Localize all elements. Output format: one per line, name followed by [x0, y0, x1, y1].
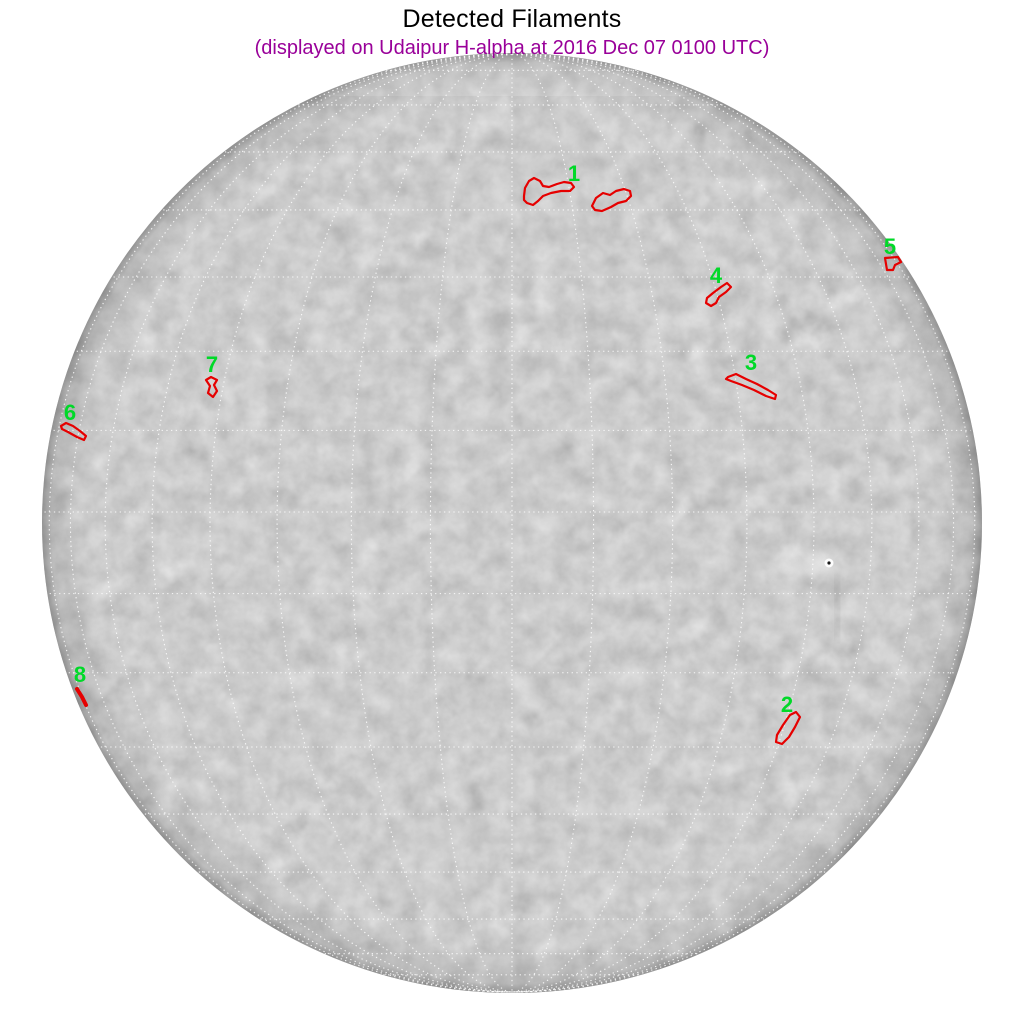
meridian-line [511, 53, 595, 993]
filament-annotations: 1 2 3 4 5 6 7 8 [59, 161, 903, 746]
filament-8: 8 [74, 662, 88, 707]
limb-darkening [42, 53, 982, 993]
filament-6: 6 [59, 400, 88, 442]
filament-contour [704, 281, 733, 308]
filament-label: 5 [884, 234, 896, 259]
filament-contour [59, 421, 88, 442]
filament-contour [774, 710, 802, 746]
page-title: Detected Filaments [402, 5, 622, 33]
filament-2: 2 [774, 692, 802, 746]
meridian-line [151, 53, 513, 993]
meridian-line [511, 53, 976, 993]
filament-7: 7 [204, 352, 219, 399]
filament-contour [883, 255, 903, 272]
filament-label: 4 [710, 263, 723, 288]
meridian-line [69, 53, 513, 993]
filament-contour [724, 372, 778, 401]
filament-4: 4 [704, 263, 733, 308]
filament-label: 3 [745, 350, 757, 375]
meridian-line [276, 53, 513, 993]
filament-label: 8 [74, 662, 86, 687]
meridian-line [511, 53, 955, 993]
filament-3: 3 [724, 350, 778, 401]
heliographic-grid [44, 53, 980, 993]
filament-label: 6 [64, 400, 76, 425]
meridian-line [511, 53, 748, 993]
filament-5: 5 [883, 234, 903, 272]
filament-label: 7 [206, 352, 218, 377]
meridian-line [511, 53, 873, 993]
meridian-line [429, 53, 513, 993]
filament-contour [590, 187, 633, 213]
meridian-line [350, 53, 513, 993]
meridian-line [48, 53, 513, 993]
filament-contour [522, 176, 576, 207]
filament-label: 1 [568, 161, 580, 186]
meridian-line [511, 53, 674, 993]
filament-contour [75, 687, 88, 707]
filament-contour [204, 375, 219, 399]
page-subtitle: (displayed on Udaipur H-alpha at 2016 De… [254, 37, 770, 59]
filament-label: 2 [781, 692, 793, 717]
filament-1: 1 [522, 161, 633, 213]
